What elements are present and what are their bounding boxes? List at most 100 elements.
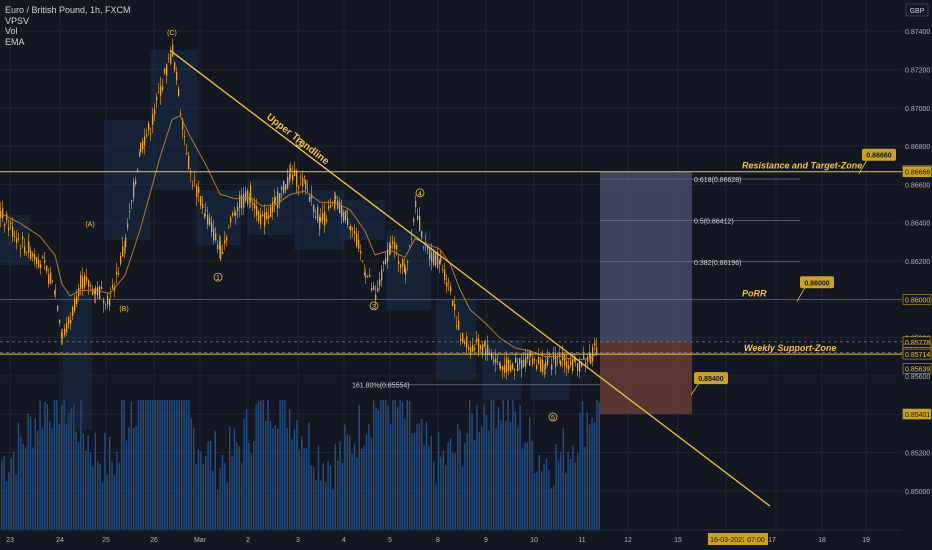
volume-bar bbox=[586, 412, 588, 530]
indicator-ema[interactable]: EMA bbox=[5, 36, 25, 47]
candle-body bbox=[583, 355, 585, 360]
symbol-title[interactable]: Euro / British Pound, 1h, FXCM bbox=[5, 5, 131, 15]
volume-bar bbox=[572, 445, 574, 530]
candle-body bbox=[154, 108, 156, 115]
wave-label-5: 3 bbox=[372, 304, 376, 311]
candle-body bbox=[258, 211, 260, 222]
volume-bar bbox=[178, 400, 180, 530]
volume-bar bbox=[125, 440, 128, 530]
candle-body bbox=[88, 280, 90, 288]
volume-bar bbox=[545, 458, 548, 530]
candle-body bbox=[444, 269, 446, 280]
ema-line bbox=[0, 114, 599, 361]
candle-body bbox=[385, 258, 387, 264]
volume-bar bbox=[538, 455, 540, 530]
candle-body bbox=[527, 353, 529, 359]
wave-label-6: 4 bbox=[418, 191, 422, 198]
volume-bar bbox=[34, 418, 36, 530]
volume-bar bbox=[262, 400, 264, 530]
volume-bar bbox=[353, 444, 356, 530]
volume-bar bbox=[51, 427, 53, 530]
volume-bar bbox=[255, 404, 257, 530]
volume-bar bbox=[238, 446, 240, 530]
candle-body bbox=[356, 233, 358, 247]
volume-bar bbox=[152, 400, 154, 530]
volume-bar bbox=[89, 452, 92, 530]
volume-bar bbox=[25, 447, 27, 530]
candle-body bbox=[557, 357, 559, 359]
candle-body bbox=[194, 179, 196, 181]
volume-bar bbox=[305, 448, 308, 530]
candle-body bbox=[30, 250, 32, 260]
candle-body bbox=[105, 304, 107, 306]
volume-bar bbox=[53, 400, 56, 530]
candle-body bbox=[352, 228, 354, 230]
candle-body bbox=[186, 152, 188, 155]
volume-bar bbox=[214, 431, 216, 530]
volume-bar bbox=[505, 421, 507, 530]
candle-body bbox=[256, 206, 258, 216]
volume-bar bbox=[267, 400, 269, 530]
indicator-vpsv[interactable]: VPSV bbox=[5, 15, 30, 26]
indicator-vol[interactable]: Vol bbox=[5, 26, 18, 36]
candle-body bbox=[330, 205, 332, 208]
volume-bar bbox=[404, 419, 406, 530]
candle-body bbox=[349, 227, 351, 229]
callout-box-1 bbox=[800, 276, 834, 289]
volume-bar bbox=[58, 423, 60, 530]
candle-body bbox=[172, 44, 174, 57]
volume-bar bbox=[488, 430, 490, 530]
candle-body bbox=[137, 169, 139, 171]
candle-body bbox=[127, 223, 129, 228]
candle-body bbox=[281, 187, 283, 190]
volume-bar bbox=[65, 424, 68, 530]
volume-bar bbox=[77, 441, 80, 530]
candle-body bbox=[358, 239, 360, 249]
volume-bar bbox=[392, 400, 394, 530]
volume-bar bbox=[524, 442, 526, 530]
candle-body bbox=[419, 216, 421, 231]
volume-bar bbox=[111, 461, 113, 530]
candle-body bbox=[36, 257, 38, 265]
callout-box-0 bbox=[862, 148, 896, 161]
candle-body bbox=[55, 289, 57, 290]
volume-bar bbox=[75, 431, 77, 530]
volume-bar bbox=[241, 463, 243, 530]
candle-body bbox=[224, 240, 226, 244]
volume-bar bbox=[555, 444, 557, 530]
candle-body bbox=[92, 288, 94, 295]
candle-body bbox=[209, 218, 211, 225]
volume-bar bbox=[569, 459, 572, 530]
candle-body bbox=[164, 68, 166, 73]
volume-bar bbox=[457, 423, 459, 530]
volume-bar bbox=[469, 400, 471, 530]
volume-bar bbox=[593, 421, 596, 530]
candle-body bbox=[464, 341, 466, 344]
candle-body bbox=[589, 352, 591, 358]
volume-bar bbox=[166, 400, 168, 530]
price-label-3: 0.85778 bbox=[905, 340, 930, 347]
volume-bar bbox=[3, 455, 5, 530]
candle-body bbox=[572, 359, 574, 371]
candle-body bbox=[150, 133, 152, 135]
candle-body bbox=[326, 219, 328, 222]
candle-body bbox=[70, 319, 72, 324]
candle-body bbox=[394, 242, 396, 249]
volume-bar bbox=[449, 438, 452, 530]
candle-body bbox=[354, 230, 356, 234]
candle-body bbox=[204, 214, 206, 217]
volume-bar bbox=[185, 400, 188, 530]
candle-body bbox=[504, 364, 506, 373]
candle-body bbox=[304, 175, 306, 177]
volume-bar bbox=[197, 449, 200, 530]
candle-body bbox=[277, 191, 279, 209]
candle-body bbox=[322, 213, 324, 221]
price-axis bbox=[902, 0, 932, 550]
volume-profile-4 bbox=[196, 190, 241, 245]
candle-body bbox=[324, 211, 326, 226]
candle-body bbox=[381, 269, 383, 281]
candle-body bbox=[211, 222, 213, 232]
candle-body bbox=[114, 287, 116, 291]
candle-body bbox=[446, 282, 448, 287]
